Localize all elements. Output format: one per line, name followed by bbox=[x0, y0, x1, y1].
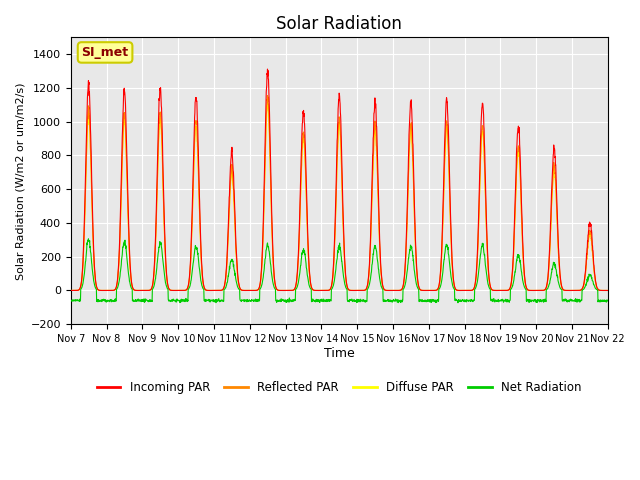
X-axis label: Time: Time bbox=[324, 347, 355, 360]
Legend: Incoming PAR, Reflected PAR, Diffuse PAR, Net Radiation: Incoming PAR, Reflected PAR, Diffuse PAR… bbox=[92, 376, 586, 398]
Title: Solar Radiation: Solar Radiation bbox=[276, 15, 402, 33]
Text: SI_met: SI_met bbox=[81, 46, 129, 59]
Y-axis label: Solar Radiation (W/m2 or um/m2/s): Solar Radiation (W/m2 or um/m2/s) bbox=[15, 82, 25, 279]
